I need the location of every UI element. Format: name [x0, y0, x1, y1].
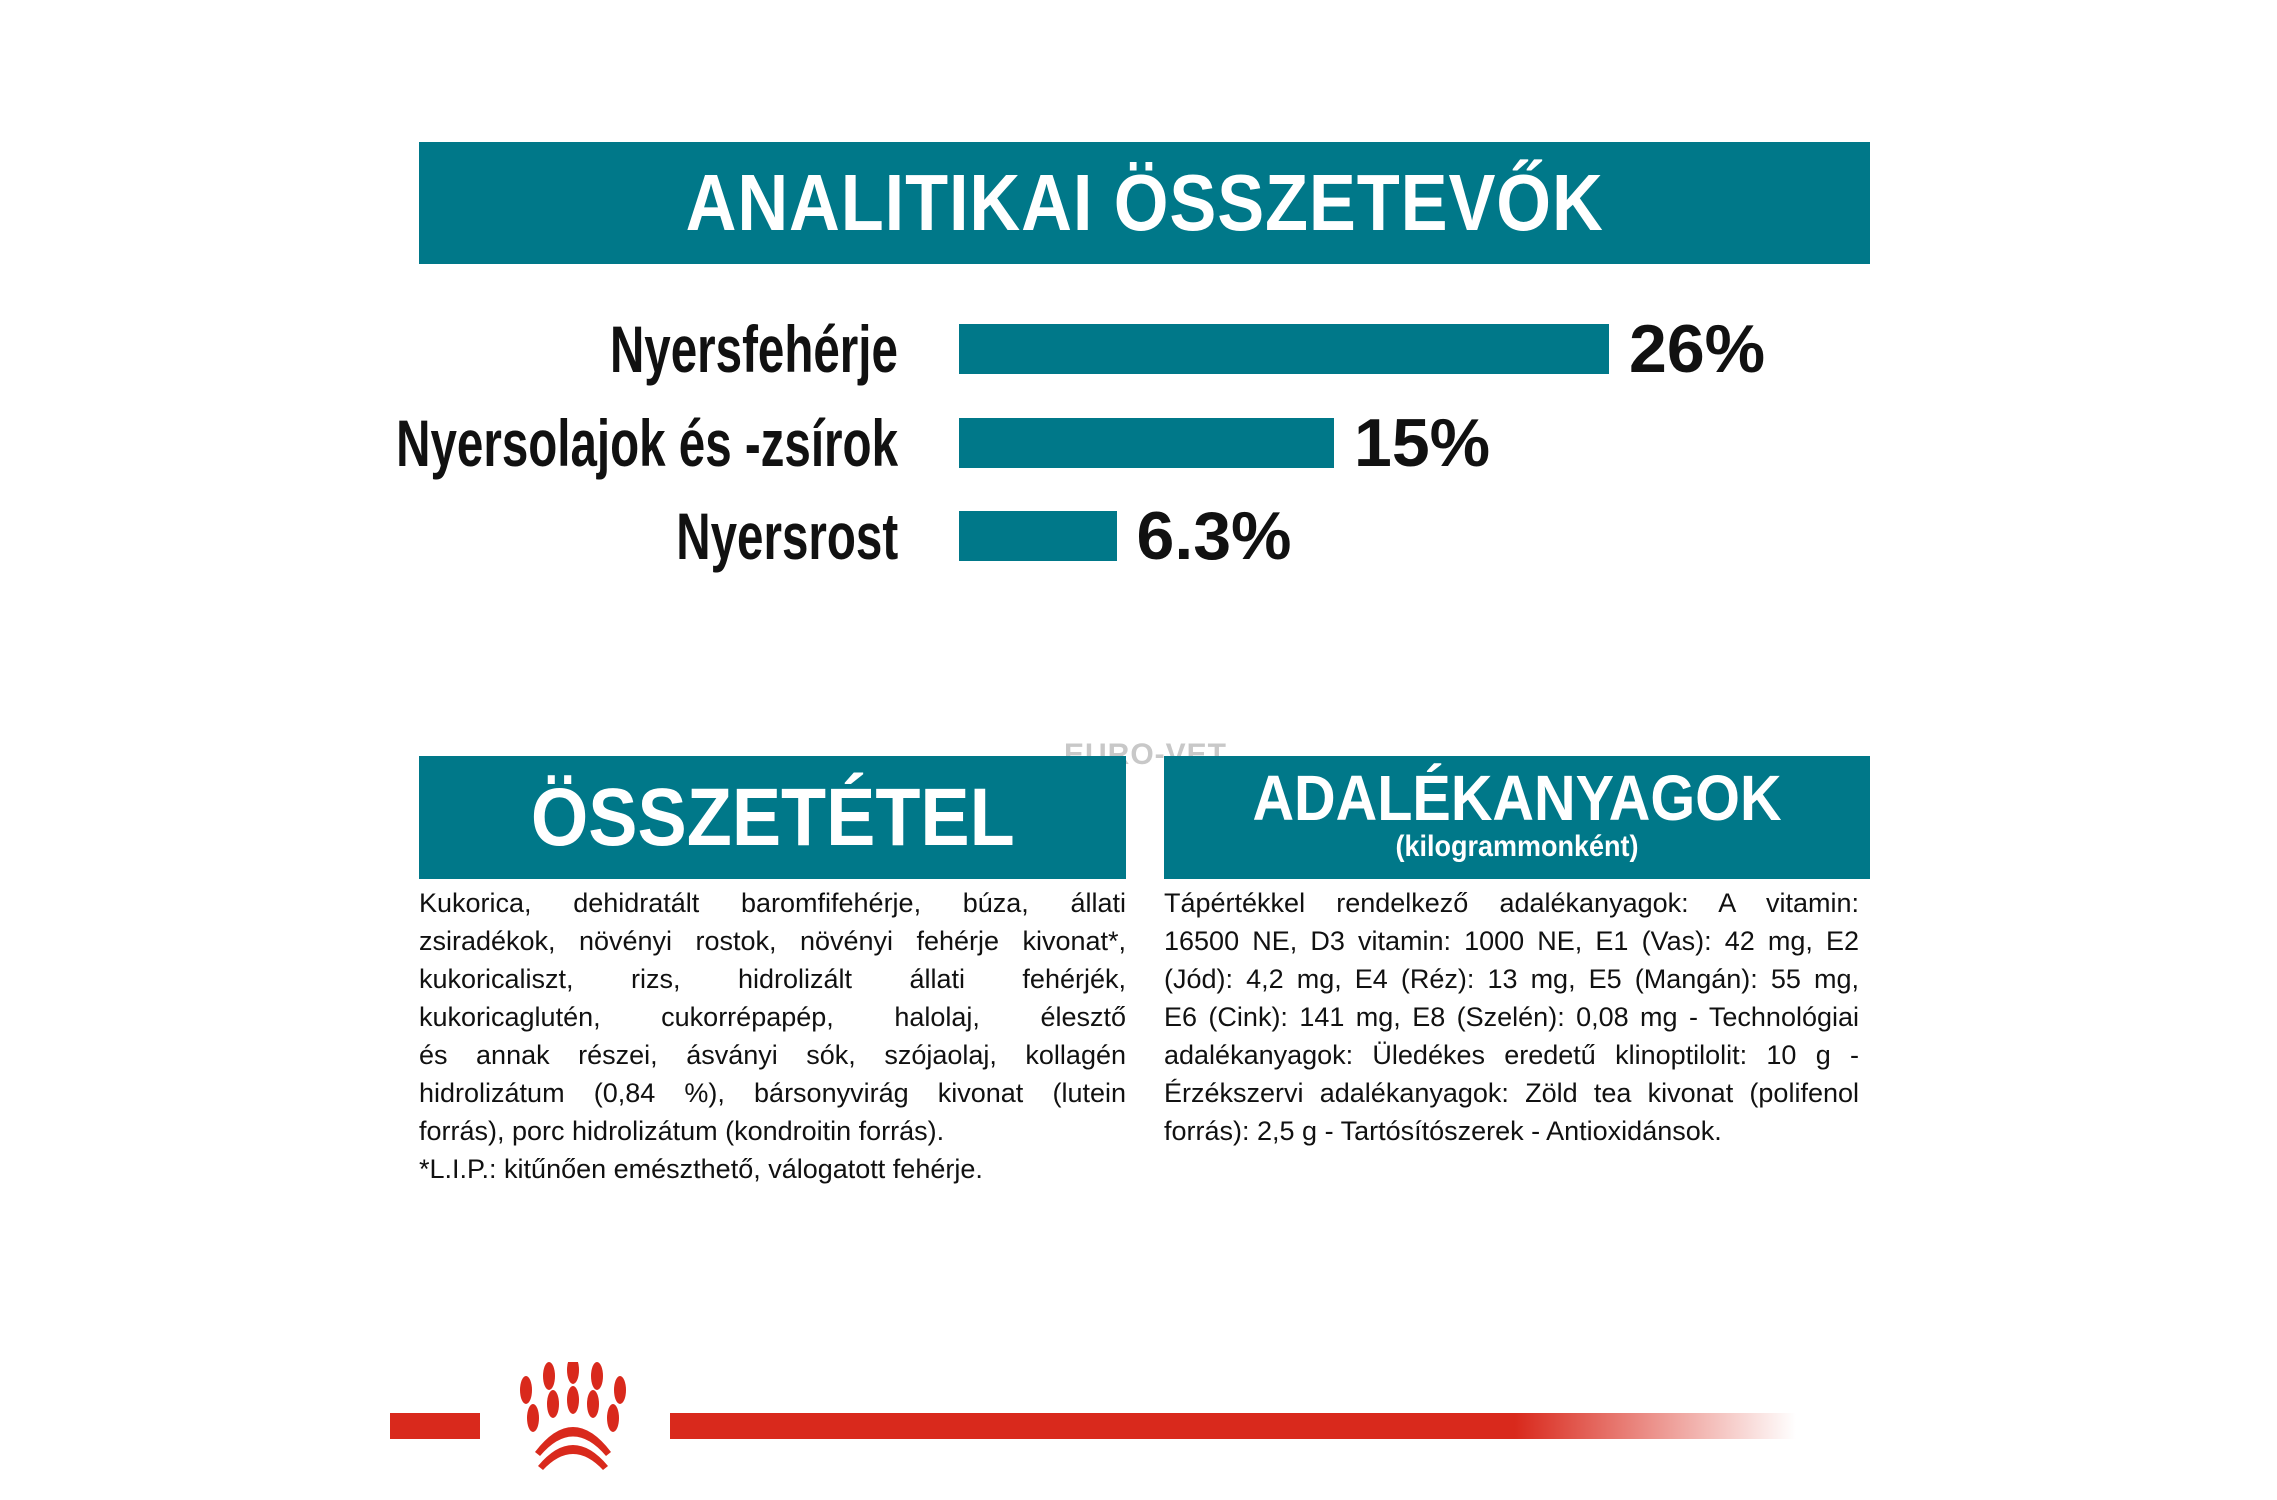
crown-icon: [520, 1356, 626, 1470]
text-line: hidrolizátum (0,84 %), bársonyvirág kivo…: [419, 1078, 1126, 1108]
additives-text: Tápértékkel rendelkező adalékanyagok: A …: [1164, 884, 1859, 1150]
bar: [959, 418, 1334, 468]
composition-title: ÖSSZETÉTEL: [530, 772, 1015, 863]
category-label: Nyersfehérje: [610, 312, 898, 386]
analytical-bar-chart: Nyersfehérje 26% Nyersolajok és -zsírok 15%…: [0, 300, 2277, 590]
text-line: Kukorica, dehidratált baromfifehérje, bú…: [419, 888, 1126, 918]
category-label: Nyersrost: [676, 499, 898, 573]
composition-text: Kukorica, dehidratált baromfifehérje, bú…: [419, 884, 1126, 1188]
text-line: 16500 NE, D3 vitamin: 1000 NE, E1 (Vas):…: [1164, 926, 1859, 956]
bar: [959, 324, 1609, 374]
text-line: E6 (Cink): 141 mg, E8 (Szelén): 0,08 mg …: [1164, 1002, 1859, 1032]
text-line: kukoricaliszt, rizs, hidrolizált állati …: [419, 964, 1126, 994]
text-line: Érzékszervi adalékanyagok: Zöld tea kivo…: [1164, 1078, 1859, 1108]
additives-subtitle: (kilogrammonként): [1395, 830, 1639, 863]
text-line: Tápértékkel rendelkező adalékanyagok: A …: [1164, 888, 1859, 918]
value-label: 26%: [1629, 311, 1766, 387]
text-line: forrás): 2,5 g - Tartósítószerek - Antio…: [1164, 1116, 1722, 1146]
text-line: adalékanyagok: Üledékes eredetű klinopti…: [1164, 1040, 1859, 1070]
value-label: 6.3%: [1136, 498, 1292, 574]
value-label: 15%: [1354, 405, 1491, 481]
royal-canin-crown-logo: [480, 1356, 670, 1472]
text-line: kukoricaglutén, cukorrépapép, halolaj, é…: [419, 1002, 1126, 1032]
additives-title: ADALÉKANYAGOK: [1252, 762, 1782, 834]
bar: [959, 511, 1117, 561]
text-line: *L.I.P.: kitűnően emészthető, válogatott…: [419, 1154, 983, 1184]
text-line: (Jód): 4,2 mg, E4 (Réz): 13 mg, E5 (Mang…: [1164, 964, 1859, 994]
text-line: és annak részei, ásványi sók, szójaolaj,…: [419, 1040, 1126, 1070]
additives-header: ADALÉKANYAGOK (kilogrammonként): [1164, 756, 1870, 879]
text-line: forrás), porc hidrolizátum (kondroitin f…: [419, 1116, 945, 1146]
header-title: ANALITIKAI ÖSSZETEVŐK: [685, 158, 1604, 247]
analytical-constituents-header: ANALITIKAI ÖSSZETEVŐK: [419, 142, 1870, 264]
text-line: zsiradékok, növényi rostok, növényi fehé…: [419, 926, 1126, 956]
composition-header: ÖSSZETÉTEL: [419, 756, 1126, 879]
category-label: Nyersolajok és -zsírok: [396, 406, 898, 480]
